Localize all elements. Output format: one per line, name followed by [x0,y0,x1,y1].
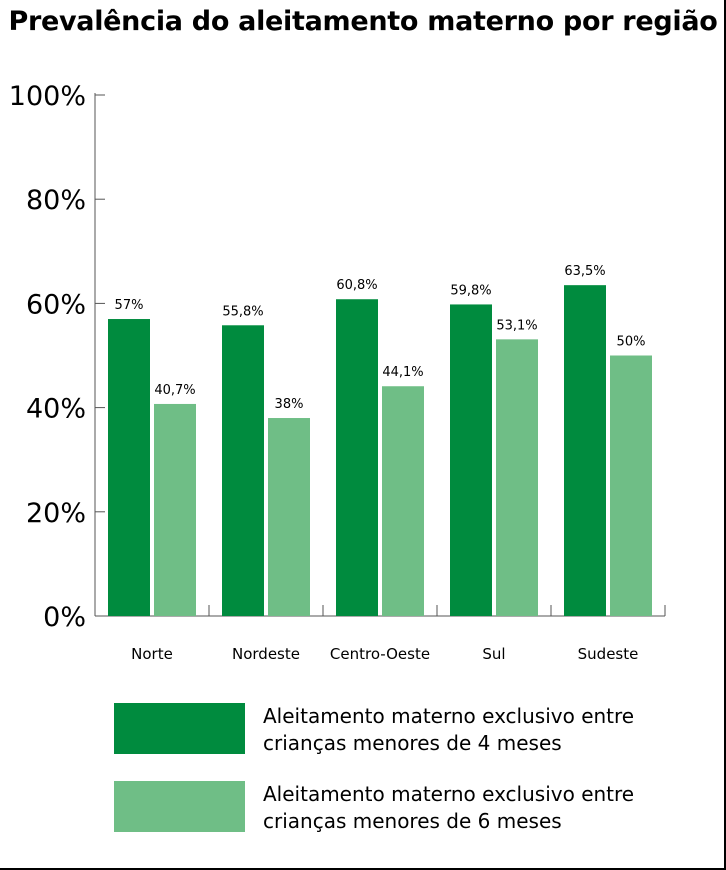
bar [154,403,196,616]
legend-label-line: crianças menores de 6 meses [263,809,562,833]
data-label: 55,8% [222,304,263,319]
data-label: 53,1% [496,318,537,333]
x-tick-label: Nordeste [232,645,300,663]
legend-label-line: Aleitamento materno exclusivo entre [263,704,635,728]
x-tick-label: Sudeste [578,645,639,663]
x-tick-label: Centro-Oeste [330,645,430,663]
data-label: 44,1% [382,365,423,380]
bar [222,325,264,616]
data-label: 57% [115,298,144,313]
x-tick-label: Norte [131,645,173,663]
data-label: 60,8% [336,278,377,293]
bar [450,304,492,616]
legend-label-6-meses: Aleitamento materno exclusivo entre cria… [263,781,663,835]
bar [564,285,606,616]
legend-swatch-6-meses [114,781,245,832]
y-tick-label: 100% [9,81,86,112]
bar [496,339,538,616]
bar [336,299,378,616]
legend-label-4-meses: Aleitamento materno exclusivo entre cria… [263,703,663,757]
y-tick-label: 80% [26,185,86,216]
data-label: 40,7% [154,383,195,398]
bar [268,418,310,616]
bar [382,386,424,616]
data-label: 63,5% [564,264,605,279]
chart-title: Prevalência do aleitamento materno por r… [8,6,718,37]
data-label: 50% [617,335,646,350]
data-label: 59,8% [450,283,491,298]
legend-label-line: Aleitamento materno exclusivo entre [263,782,635,806]
bar-chart: 0% 20% 40% 60% 80% 100% 57% 40,7% Norte 55,8% 38% N… [9,81,666,663]
y-tick-label: 40% [26,394,86,425]
y-tick-label: 0% [43,602,86,633]
legend-swatch-4-meses [114,703,245,754]
bar [610,355,652,616]
bar [108,319,150,616]
y-tick-label: 20% [26,498,86,529]
data-label: 38% [275,397,304,412]
y-tick-label: 60% [26,289,86,320]
legend-label-line: crianças menores de 4 meses [263,731,562,755]
x-tick-label: Sul [482,645,505,663]
